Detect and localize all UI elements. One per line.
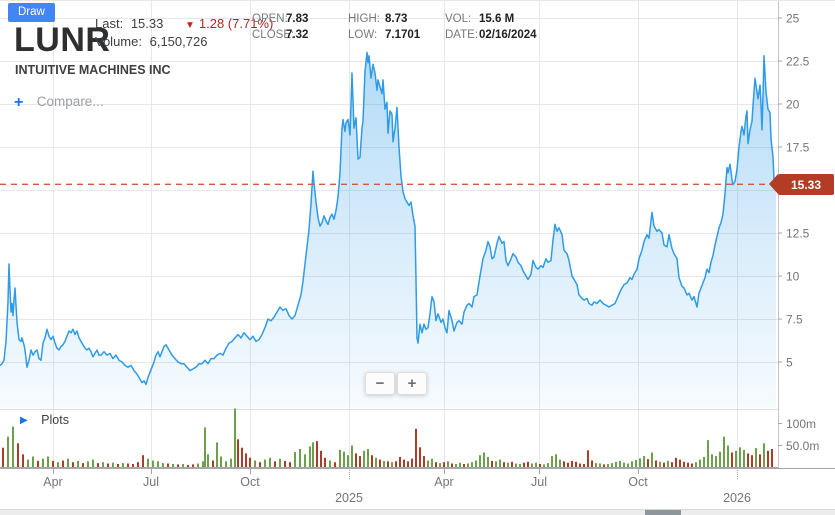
date-value: 02/16/2024	[479, 29, 537, 41]
company-name: INTUITIVE MACHINES INC	[15, 63, 171, 77]
zoom-controls: − +	[365, 372, 427, 395]
price-line	[0, 51, 777, 386]
chart-canvas[interactable]	[0, 1, 778, 468]
open-value: 7.83	[286, 13, 309, 25]
draw-button[interactable]: Draw	[8, 3, 55, 22]
quote-volume-row: Volume: 6,150,726	[95, 34, 207, 49]
low-label: LOW:	[348, 29, 378, 41]
month-tick	[53, 469, 54, 474]
date-label: DATE:	[445, 29, 479, 41]
month-label: Apr	[434, 475, 454, 489]
month-label: Oct	[240, 475, 260, 489]
year-label: 2025	[335, 491, 363, 505]
year-label: 2026	[723, 491, 751, 505]
price-tick-label: 17.5	[786, 141, 810, 155]
last-price-badge: 15.33	[769, 174, 834, 195]
price-tick-label: 25	[786, 12, 800, 26]
plus-icon: +	[14, 94, 24, 111]
minus-icon: −	[375, 375, 385, 392]
close-value: 7.32	[286, 29, 309, 41]
volume-tick-label: 100m	[786, 417, 816, 431]
month-label: Jul	[143, 475, 159, 489]
volume-value: 6,150,726	[149, 34, 208, 49]
time-axis[interactable]: Apr Jul Oct Apr Jul Oct 2025 2026	[0, 468, 835, 506]
quote-last-row: Last: 15.33 ▼ 1.28 (7.71%)	[95, 16, 273, 31]
compare-label: Compare...	[36, 94, 104, 109]
open-label: OPEN:	[252, 13, 288, 25]
close-label: CLOSE:	[252, 29, 295, 41]
month-label: Jul	[531, 475, 547, 489]
chart-scrollbar-track[interactable]	[0, 509, 835, 515]
volume-bars	[2, 408, 773, 468]
month-tick	[444, 469, 445, 474]
price-tick-label: 5	[786, 356, 793, 370]
ticker-symbol: LUNR	[14, 21, 111, 59]
zoom-in-button[interactable]: +	[397, 372, 427, 395]
expand-triangle-icon: ▶	[20, 415, 28, 426]
zoom-out-button[interactable]: −	[365, 372, 395, 395]
change-value: 1.28 (7.71%)	[198, 16, 274, 31]
last-value: 15.33	[130, 16, 164, 31]
high-label: HIGH:	[348, 13, 380, 25]
plots-toggle[interactable]: ▶ Plots	[20, 411, 69, 429]
volume-label: Volume:	[95, 34, 142, 49]
year-tick	[349, 470, 350, 479]
month-tick	[539, 469, 540, 474]
last-label: Last:	[95, 16, 124, 31]
price-tick-label: 10	[786, 270, 800, 284]
month-label: Oct	[628, 475, 648, 489]
price-tick-label: 12.5	[786, 227, 810, 241]
vol-label: VOL:	[445, 13, 472, 25]
year-tick	[737, 470, 738, 479]
month-tick	[250, 469, 251, 474]
volume-tick-label: 50.0m	[786, 439, 819, 453]
plus-icon: +	[407, 375, 417, 392]
price-tick-label: 22.5	[786, 55, 810, 69]
month-tick	[638, 469, 639, 474]
plots-label: Plots	[41, 413, 69, 427]
change-down-arrow-icon: ▼	[184, 20, 195, 31]
month-tick	[151, 469, 152, 474]
compare-button[interactable]: + Compare...	[14, 93, 104, 112]
vol-value: 15.6 M	[479, 13, 515, 25]
area-fill	[0, 52, 776, 409]
low-value: 7.1701	[385, 29, 421, 41]
month-label: Apr	[43, 475, 63, 489]
price-tick-label: 7.5	[786, 313, 803, 327]
high-value: 8.73	[385, 13, 408, 25]
chart-scrollbar-thumb[interactable]	[645, 510, 681, 515]
price-tick-label: 20	[786, 98, 800, 112]
